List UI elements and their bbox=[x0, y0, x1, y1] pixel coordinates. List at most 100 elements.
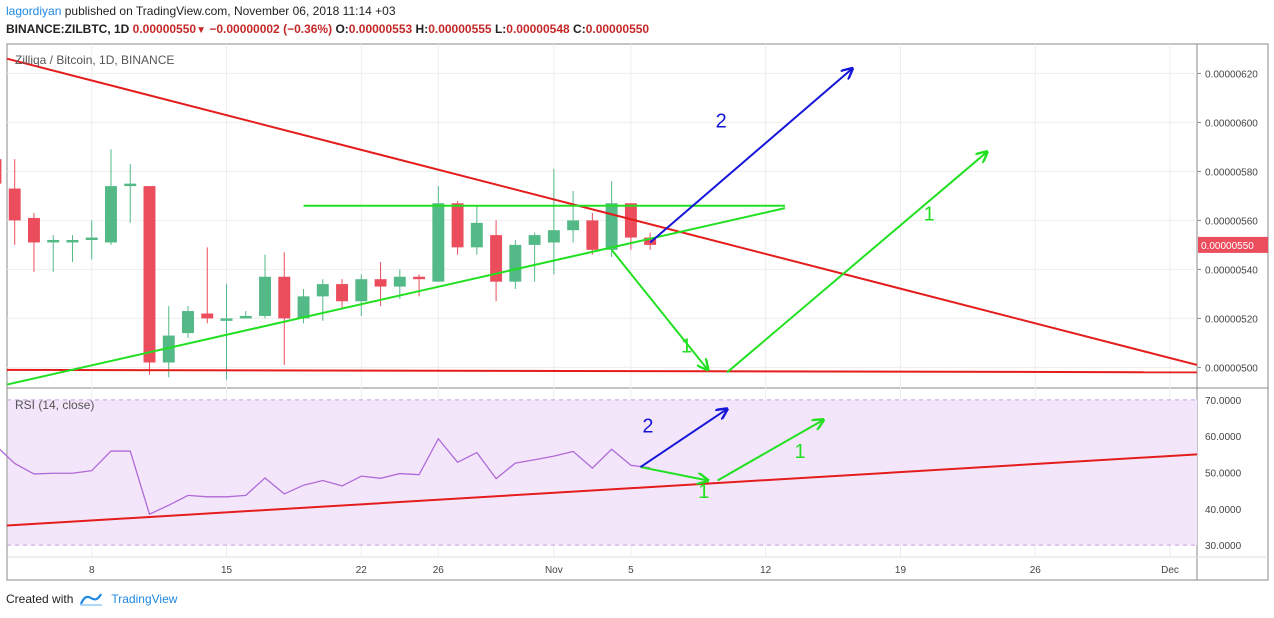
symbol-label: BINANCE:ZILBTC, 1D bbox=[6, 22, 130, 36]
annotation-label: 1 bbox=[795, 441, 806, 463]
candle-body bbox=[567, 220, 580, 231]
rsi-tick-label: 50.0000 bbox=[1205, 469, 1242, 480]
candle-body bbox=[278, 276, 291, 319]
time-tick-label: 12 bbox=[760, 565, 772, 576]
rsi-tick-label: 60.0000 bbox=[1205, 432, 1242, 443]
chart-frame bbox=[6, 43, 1269, 581]
candle-body bbox=[509, 244, 522, 282]
low-label: L: bbox=[494, 22, 507, 36]
price-tick-label: 0.00000600 bbox=[1205, 118, 1258, 129]
candle-body bbox=[393, 276, 406, 287]
candle-body bbox=[297, 296, 310, 319]
rsi-tick-label: 30.0000 bbox=[1205, 541, 1242, 552]
candle-body bbox=[162, 335, 175, 363]
rsi-tick-label: 40.0000 bbox=[1205, 505, 1242, 516]
candle-body bbox=[490, 235, 503, 282]
candle-body bbox=[220, 318, 233, 321]
candle-body bbox=[259, 276, 271, 316]
price-tick-label: 0.00000580 bbox=[1205, 167, 1258, 178]
close-label: C: bbox=[573, 22, 586, 36]
arrow-up-2[interactable] bbox=[649, 69, 852, 244]
support-line[interactable] bbox=[6, 368, 1198, 374]
arrow-down-1[interactable] bbox=[610, 249, 708, 370]
candle-body bbox=[624, 203, 637, 238]
candle-body bbox=[124, 183, 137, 187]
candle-body bbox=[316, 284, 329, 297]
candle-body bbox=[182, 311, 194, 334]
candle-body bbox=[605, 203, 618, 250]
candle-body bbox=[239, 315, 252, 319]
annotation-label: 2 bbox=[716, 110, 727, 132]
rsi-band bbox=[8, 399, 1197, 546]
footer: Created with TradingView bbox=[6, 592, 177, 606]
time-tick-label: 15 bbox=[221, 565, 233, 576]
annotation-label: 1 bbox=[698, 481, 709, 503]
rsi-line bbox=[0, 437, 651, 516]
candle-body bbox=[85, 237, 98, 240]
price-tick-label: 0.00000620 bbox=[1205, 69, 1258, 80]
price-pane-title: Zilliqa / Bitcoin, 1D, BINANCE bbox=[15, 53, 174, 67]
candle-body bbox=[355, 279, 368, 302]
candle-body bbox=[201, 313, 214, 319]
last-price-tag-label: 0.00000550 bbox=[1201, 241, 1254, 252]
candle-body bbox=[432, 203, 445, 282]
tradingview-link[interactable]: TradingView bbox=[111, 592, 178, 606]
open-label: O: bbox=[335, 22, 349, 36]
open-value: 0.00000553 bbox=[348, 22, 413, 36]
rsi-pane-title: RSI (14, close) bbox=[15, 398, 94, 412]
annotation-label: 1 bbox=[681, 336, 692, 358]
descending-trendline[interactable] bbox=[6, 57, 1198, 366]
created-with-text: Created with bbox=[6, 592, 74, 606]
candle-body bbox=[586, 220, 599, 250]
rsi-arrow-up-2[interactable] bbox=[639, 409, 728, 468]
price-tick-label: 0.00000500 bbox=[1205, 363, 1258, 374]
candle-body bbox=[413, 276, 426, 280]
author-link[interactable]: lagordiyan bbox=[6, 4, 62, 18]
candle-body bbox=[374, 279, 387, 287]
close-value: 0.00000550 bbox=[585, 22, 650, 36]
arrow-up-1[interactable] bbox=[726, 152, 987, 374]
publish-line: lagordiyan published on TradingView.com,… bbox=[6, 4, 396, 18]
price-change: −0.00000002 (−0.36%) bbox=[209, 22, 333, 36]
candle-body bbox=[0, 159, 2, 184]
time-tick-label: 26 bbox=[433, 565, 445, 576]
candle-body bbox=[47, 240, 60, 243]
candle-body bbox=[8, 188, 21, 221]
high-value: 0.00000555 bbox=[428, 22, 492, 36]
candle-body bbox=[27, 217, 40, 243]
rsi-arrow-down-1[interactable] bbox=[640, 466, 708, 480]
rsi-arrow-up-1[interactable] bbox=[717, 420, 824, 482]
published-text: published on TradingView.com, November 0… bbox=[64, 4, 396, 18]
price-tick-label: 0.00000560 bbox=[1205, 216, 1258, 227]
low-value: 0.00000548 bbox=[506, 22, 570, 36]
candle-body bbox=[143, 186, 156, 363]
down-triangle-icon: ▼ bbox=[196, 25, 206, 36]
time-tick-label: Dec bbox=[1161, 565, 1179, 576]
price-tick-label: 0.00000520 bbox=[1205, 314, 1258, 325]
annotation-label: 2 bbox=[642, 416, 653, 438]
last-price-tag bbox=[1198, 236, 1268, 253]
time-tick-label: 5 bbox=[628, 565, 634, 576]
high-label: H: bbox=[415, 22, 429, 36]
last-price: 0.00000550 bbox=[132, 22, 197, 36]
time-tick-label: 8 bbox=[89, 565, 95, 576]
candle-body bbox=[528, 235, 541, 245]
price-tick-label: 0.00000540 bbox=[1205, 265, 1258, 276]
candle-body bbox=[105, 186, 117, 243]
annotation-label: 1 bbox=[924, 203, 935, 225]
time-tick-label: 22 bbox=[356, 565, 368, 576]
rsi-trendline[interactable] bbox=[6, 453, 1198, 527]
tradingview-logo-icon bbox=[80, 593, 103, 606]
time-tick-label: 19 bbox=[895, 565, 907, 576]
time-tick-label: Nov bbox=[545, 565, 563, 576]
candle-body bbox=[336, 284, 349, 302]
candle-body bbox=[451, 203, 464, 248]
time-tick-label: 26 bbox=[1030, 565, 1042, 576]
candle-body bbox=[66, 240, 79, 243]
ascending-trendline[interactable] bbox=[6, 207, 786, 386]
candle-body bbox=[547, 230, 560, 243]
ohlc-legend: BINANCE:ZILBTC, 1D 0.00000550▼ −0.000000… bbox=[6, 22, 649, 36]
rsi-tick-label: 70.0000 bbox=[1205, 396, 1242, 407]
candle-body bbox=[470, 222, 483, 248]
